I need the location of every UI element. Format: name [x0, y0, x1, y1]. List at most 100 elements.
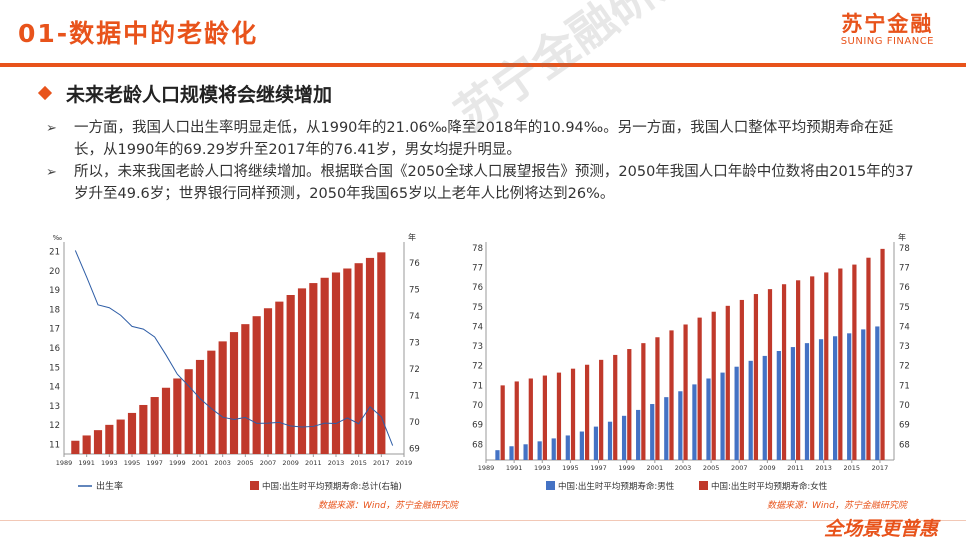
right-axis-tick-label: 75 [899, 303, 910, 313]
logo-chinese: 苏宁金融 [841, 12, 934, 36]
male-life-expectancy-bar [495, 450, 500, 460]
chart-1-source: 数据来源：Wind，苏宁金融研究院 [318, 501, 458, 511]
legend-label: 出生率 [96, 480, 123, 492]
right-axis-unit: 年 [898, 232, 906, 242]
life-expectancy-bar [263, 308, 273, 454]
male-life-expectancy-bar [565, 435, 570, 460]
x-axis-tick-label: 1999 [618, 464, 635, 472]
life-expectancy-bar [161, 387, 171, 454]
left-axis-tick-label: 68 [472, 440, 483, 450]
life-expectancy-bar [309, 283, 318, 454]
chart-2-source: 数据来源：Wind，苏宁金融研究院 [767, 501, 907, 511]
male-life-expectancy-bar [776, 351, 781, 460]
life-expectancy-bar [116, 419, 125, 454]
left-axis-tick-label: 77 [472, 264, 483, 274]
right-axis-tick-label: 70 [899, 401, 910, 411]
male-life-expectancy-bar [636, 409, 641, 460]
male-life-expectancy-bar [818, 339, 824, 460]
right-axis-tick-label: 69 [409, 445, 420, 455]
female-life-expectancy-bar [500, 385, 505, 460]
life-expectancy-bar [354, 263, 363, 454]
x-axis-tick-label: 2001 [192, 459, 209, 467]
footer-divider [0, 520, 966, 521]
life-expectancy-bar [275, 301, 284, 454]
life-expectancy-bar [71, 440, 80, 454]
female-life-expectancy-bar [570, 368, 576, 460]
left-axis-tick-label: 73 [472, 342, 483, 352]
arrow-bullet-icon: ➢ [46, 121, 57, 136]
right-axis-tick-label: 74 [409, 312, 420, 322]
male-life-expectancy-bar [804, 343, 810, 460]
right-axis-tick-label: 73 [899, 342, 910, 352]
x-axis-tick-label: 2005 [237, 459, 254, 467]
x-axis-tick-label: 1999 [169, 459, 186, 467]
male-life-expectancy-bar [720, 372, 725, 460]
right-axis-tick-label: 74 [899, 322, 910, 332]
life-expectancy-bar [93, 430, 103, 454]
x-axis-tick-label: 1989 [56, 459, 73, 467]
brand-logo: 苏宁金融 SUNING FINANCE [841, 12, 934, 48]
life-expectancy-bar [139, 404, 148, 454]
left-axis-tick-label: 17 [49, 325, 60, 335]
male-life-expectancy-bar [607, 421, 613, 460]
right-axis-tick-label: 76 [899, 283, 910, 293]
female-life-expectancy-bar [711, 311, 716, 460]
female-life-expectancy-bar [613, 354, 618, 460]
life-expectancy-bar [82, 435, 91, 454]
female-life-expectancy-bar [725, 305, 730, 460]
x-axis-tick-label: 2019 [396, 459, 413, 467]
left-axis-tick-label: 71 [472, 381, 483, 391]
x-axis-tick-label: 2003 [675, 464, 692, 472]
section-heading: 未来老龄人口规模将会继续增加 [66, 84, 333, 106]
female-life-expectancy-bar [866, 257, 871, 460]
x-axis-tick-label: 2011 [787, 464, 804, 472]
female-life-expectancy-bar [683, 324, 688, 460]
x-axis-tick-label: 2015 [844, 464, 861, 472]
x-axis-tick-label: 2001 [647, 464, 664, 472]
life-expectancy-bar [331, 272, 341, 454]
life-expectancy-bar [241, 324, 250, 454]
left-axis-tick-label: 16 [49, 344, 60, 354]
female-life-expectancy-bar [514, 381, 519, 460]
male-life-expectancy-bar [664, 397, 669, 460]
left-axis-tick-label: 19 [49, 286, 60, 296]
right-axis-tick-label: 76 [409, 259, 420, 269]
life-expectancy-bar [127, 412, 137, 454]
right-axis-tick-label: 72 [409, 365, 420, 375]
legend-bar-swatch [250, 481, 259, 490]
x-axis-tick-label: 1991 [506, 464, 523, 472]
x-axis-tick-label: 1995 [562, 464, 579, 472]
x-axis-tick-label: 1997 [590, 464, 607, 472]
x-axis-tick-label: 1995 [124, 459, 141, 467]
left-axis-tick-label: 70 [472, 401, 483, 411]
female-life-expectancy-bar [641, 343, 646, 460]
right-axis-tick-label: 77 [899, 264, 910, 274]
life-expectancy-bar [377, 252, 386, 454]
left-axis-tick-label: 20 [49, 267, 60, 277]
male-life-expectancy-bar [551, 438, 556, 460]
x-axis-tick-label: 2015 [350, 459, 367, 467]
arrow-bullet-icon: ➢ [46, 165, 57, 180]
male-life-expectancy-bar [678, 391, 683, 460]
left-axis-tick-label: 13 [49, 402, 60, 412]
female-life-expectancy-bar [627, 349, 632, 460]
male-life-expectancy-bar [650, 404, 655, 460]
male-life-expectancy-bar [692, 384, 697, 460]
male-life-expectancy-bar [790, 347, 796, 460]
x-axis-tick-label: 2009 [759, 464, 776, 472]
female-life-expectancy-bar [669, 330, 674, 460]
life-expectancy-bar [320, 277, 329, 454]
legend-female-swatch [699, 481, 708, 490]
life-expectancy-bar [218, 341, 227, 454]
left-axis-tick-label: 21 [49, 248, 60, 258]
male-life-expectancy-bar [579, 431, 584, 460]
right-axis-tick-label: 73 [409, 339, 420, 349]
life-expectancy-bar [195, 359, 205, 454]
female-life-expectancy-bar [599, 359, 604, 460]
right-axis-tick-label: 68 [899, 440, 910, 450]
female-life-expectancy-bar [852, 264, 857, 460]
male-life-expectancy-bar [833, 336, 838, 460]
left-axis-tick-label: 12 [49, 421, 60, 431]
right-axis-tick-label: 72 [899, 362, 910, 372]
life-expectancy-bar [297, 288, 307, 454]
